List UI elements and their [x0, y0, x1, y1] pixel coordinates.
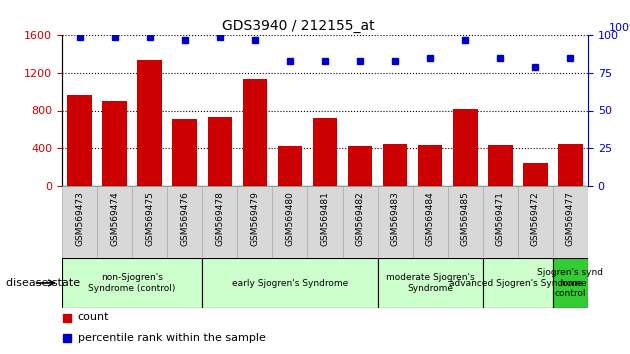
Bar: [243, 79, 267, 186]
Bar: [383, 144, 408, 186]
Bar: [67, 95, 92, 186]
Bar: [62, 186, 97, 258]
Text: non-Sjogren's
Syndrome (control): non-Sjogren's Syndrome (control): [88, 273, 176, 293]
Bar: [307, 186, 343, 258]
Text: percentile rank within the sample: percentile rank within the sample: [77, 333, 266, 343]
Text: GSM569473: GSM569473: [75, 191, 84, 246]
Bar: [102, 101, 127, 186]
Bar: [312, 118, 337, 186]
Text: GSM569472: GSM569472: [531, 191, 540, 246]
Bar: [488, 145, 513, 186]
Text: GSM569482: GSM569482: [355, 191, 365, 246]
Text: Sjogren's synd
rome
control: Sjogren's synd rome control: [537, 268, 604, 298]
Bar: [173, 119, 197, 186]
Bar: [377, 258, 483, 308]
Bar: [278, 146, 302, 186]
Text: advanced Sjogren's Syndrome: advanced Sjogren's Syndrome: [449, 279, 587, 287]
Bar: [343, 186, 377, 258]
Title: GDS3940 / 212155_at: GDS3940 / 212155_at: [222, 19, 375, 33]
Text: GSM569484: GSM569484: [426, 191, 435, 246]
Text: GSM569483: GSM569483: [391, 191, 399, 246]
Bar: [137, 61, 162, 186]
Bar: [132, 186, 167, 258]
Bar: [518, 186, 553, 258]
Bar: [207, 117, 232, 186]
Bar: [483, 258, 553, 308]
Bar: [97, 186, 132, 258]
Text: GSM569479: GSM569479: [250, 191, 260, 246]
Text: disease state: disease state: [6, 278, 81, 288]
Text: GSM569471: GSM569471: [496, 191, 505, 246]
Text: early Sjogren's Syndrome: early Sjogren's Syndrome: [232, 279, 348, 287]
Text: GSM569481: GSM569481: [321, 191, 329, 246]
Text: GSM569478: GSM569478: [215, 191, 224, 246]
Bar: [202, 186, 238, 258]
Bar: [523, 163, 547, 186]
Bar: [483, 186, 518, 258]
Text: GSM569476: GSM569476: [180, 191, 189, 246]
Text: count: count: [77, 313, 109, 322]
Text: GSM569474: GSM569474: [110, 191, 119, 246]
Bar: [348, 146, 372, 186]
Bar: [272, 186, 307, 258]
Bar: [413, 186, 448, 258]
Bar: [453, 109, 478, 186]
Bar: [202, 258, 377, 308]
Bar: [558, 143, 583, 186]
Bar: [238, 186, 272, 258]
Text: moderate Sjogren's
Syndrome: moderate Sjogren's Syndrome: [386, 273, 474, 293]
Bar: [553, 186, 588, 258]
Bar: [377, 186, 413, 258]
Bar: [553, 258, 588, 308]
Bar: [418, 145, 442, 186]
Text: GSM569480: GSM569480: [285, 191, 294, 246]
Bar: [62, 258, 202, 308]
Bar: [448, 186, 483, 258]
Text: GSM569475: GSM569475: [145, 191, 154, 246]
Bar: [167, 186, 202, 258]
Text: GSM569485: GSM569485: [461, 191, 470, 246]
Y-axis label: 100%: 100%: [609, 23, 630, 34]
Text: GSM569477: GSM569477: [566, 191, 575, 246]
